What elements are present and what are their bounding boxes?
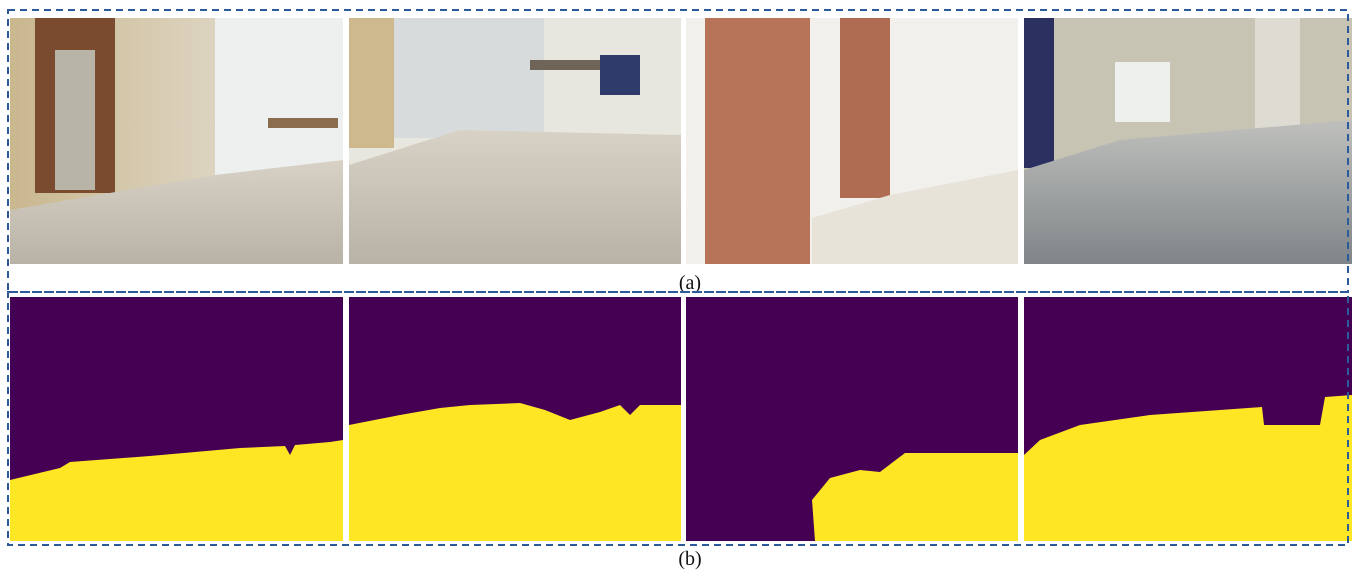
photo [1024,18,1352,264]
photo [10,18,343,264]
caption: (a) [679,272,701,294]
photo [349,18,681,264]
mask-group [10,297,1352,541]
mask [349,297,681,541]
photo-group [10,18,1352,264]
page: (a) (b) (() => { const data = JSON.parse… [0,0,1352,572]
photo [686,18,1018,264]
caption: (b) [678,548,701,570]
mask [686,297,1018,541]
mask [10,297,343,541]
figure: (a) (b) [0,0,1352,572]
mask [1024,297,1352,541]
